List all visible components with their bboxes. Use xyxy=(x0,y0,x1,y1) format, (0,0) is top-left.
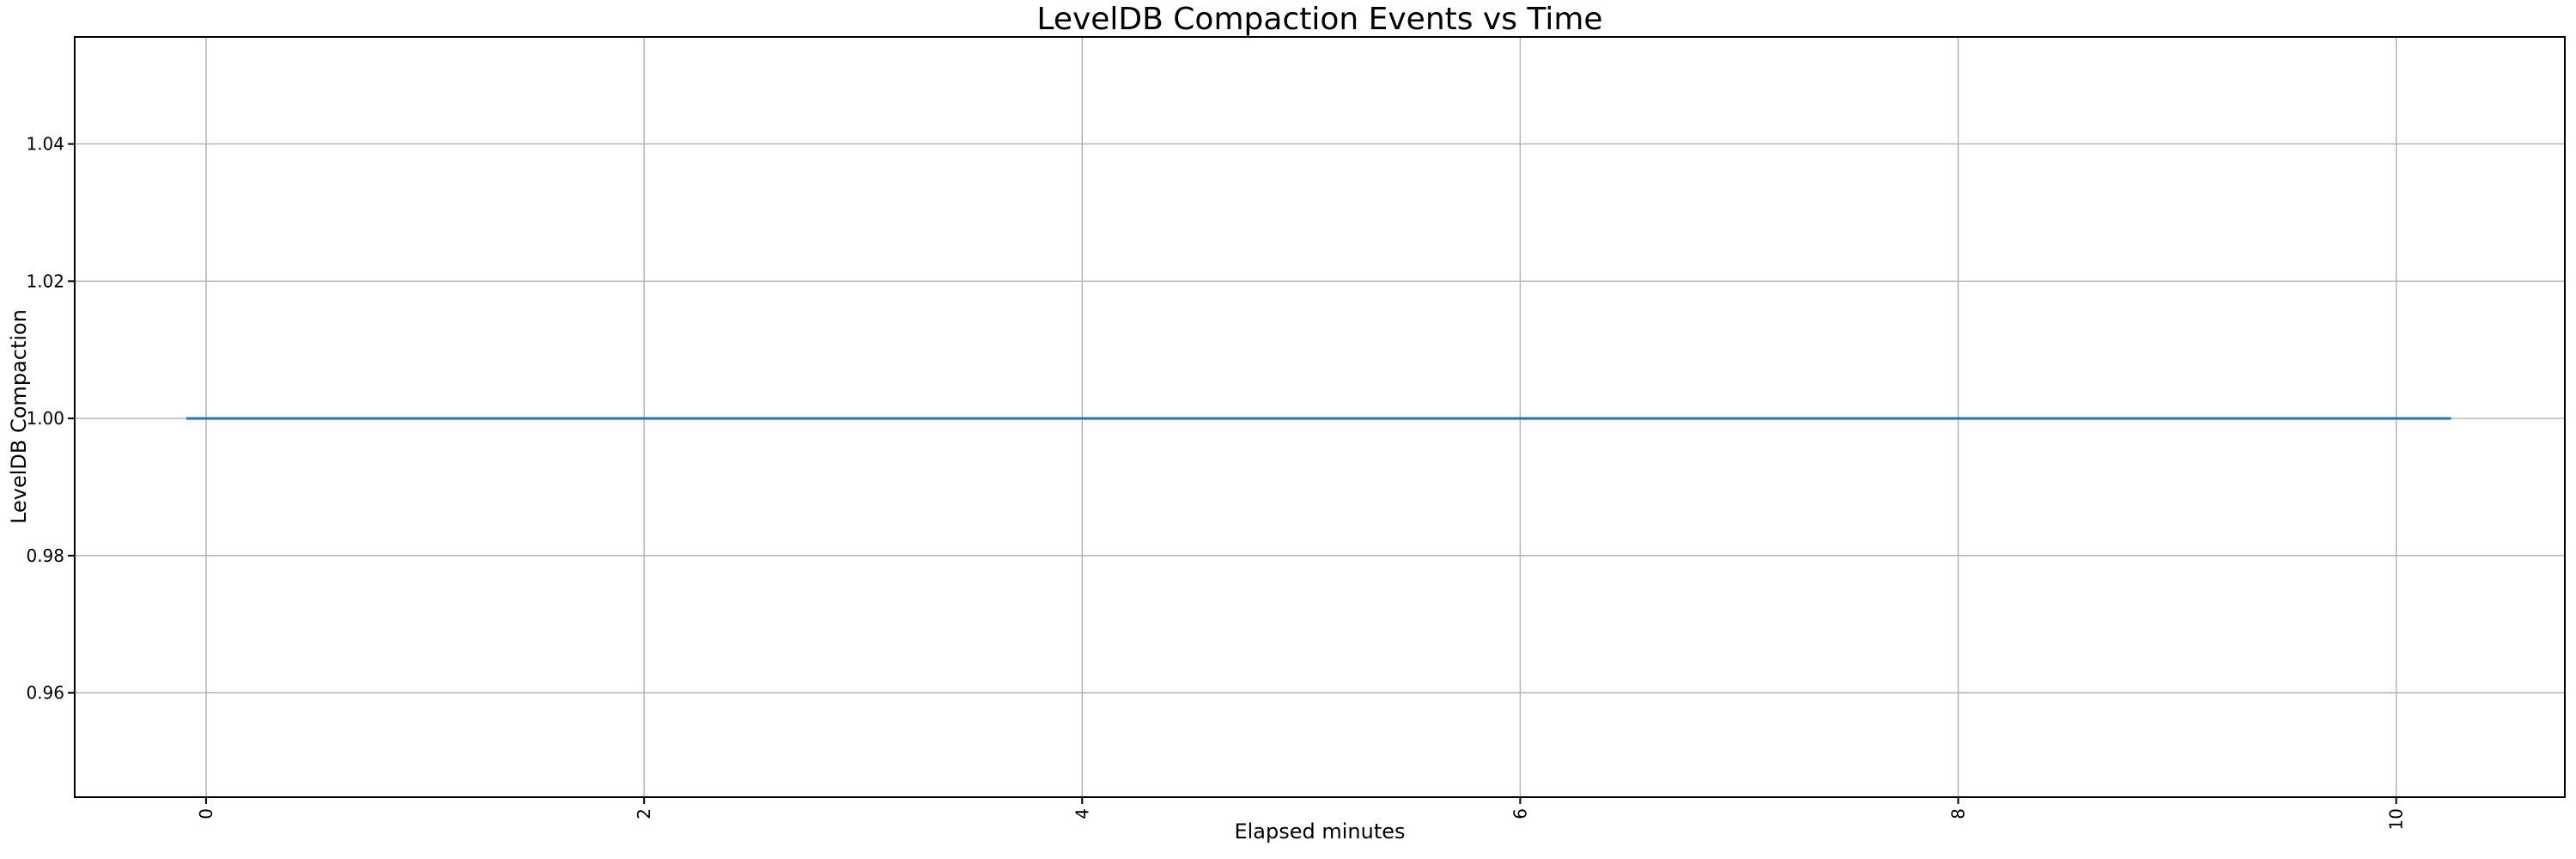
y-tick-label: 1.04 xyxy=(26,134,64,155)
x-tick-label: 6 xyxy=(1510,808,1530,819)
y-tick-label: 0.98 xyxy=(26,545,64,566)
y-tick-label: 1.02 xyxy=(26,271,64,291)
x-tick-label: 0 xyxy=(196,808,216,819)
x-axis-label: Elapsed minutes xyxy=(1234,819,1406,844)
x-tick-label: 8 xyxy=(1947,808,1968,819)
y-axis-label: LevelDB Compaction xyxy=(7,309,31,524)
x-tick-label: 10 xyxy=(2386,808,2407,830)
plot-border xyxy=(74,36,2566,798)
y-tick-label: 1.00 xyxy=(26,408,64,429)
y-tick-label: 0.96 xyxy=(26,683,64,704)
x-tick-label: 2 xyxy=(634,808,654,819)
x-tick-label: 4 xyxy=(1072,808,1092,819)
chart-title: LevelDB Compaction Events vs Time xyxy=(1036,2,1603,37)
